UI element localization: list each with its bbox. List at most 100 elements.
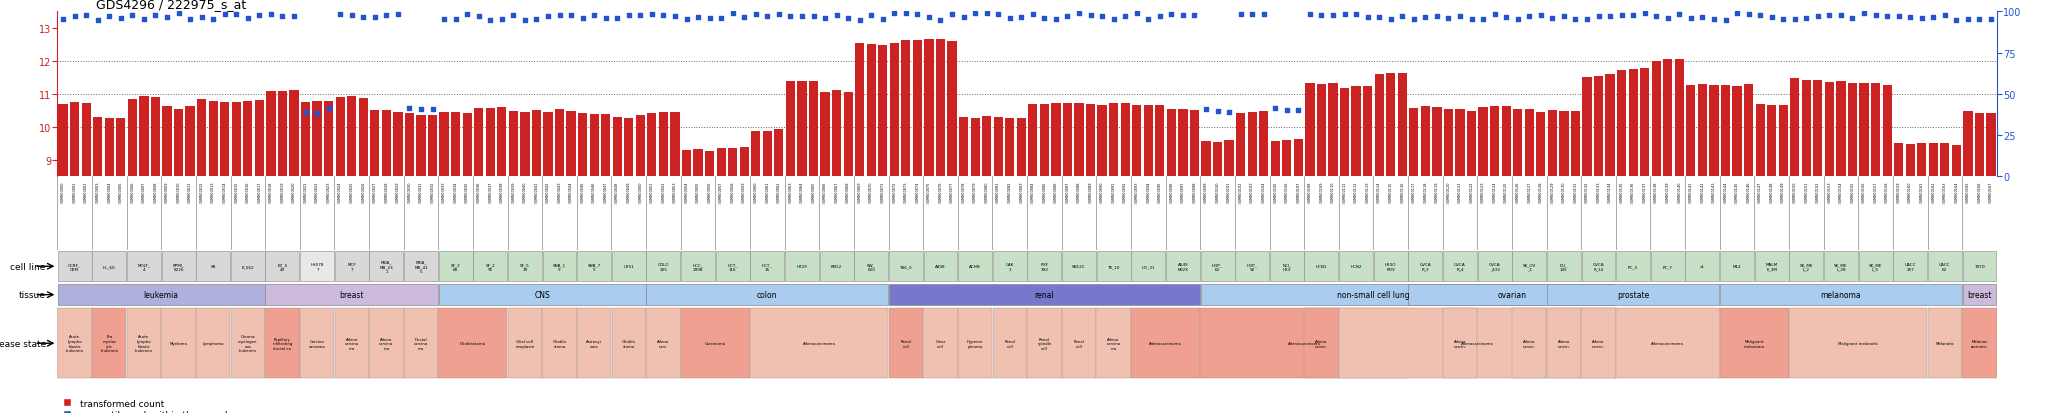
- Bar: [301, 252, 334, 281]
- Text: GSM800045: GSM800045: [582, 180, 584, 202]
- Bar: [578, 114, 588, 177]
- Bar: [231, 102, 242, 177]
- Text: GSM800093: GSM800093: [1135, 180, 1139, 202]
- Text: GSM800150: GSM800150: [1792, 180, 1796, 202]
- Text: GSM800078: GSM800078: [963, 180, 965, 202]
- Point: [739, 12, 772, 18]
- Point: [717, 11, 750, 17]
- Bar: [1616, 252, 1651, 281]
- Bar: [1733, 86, 1741, 177]
- Point: [1489, 15, 1522, 21]
- Bar: [1237, 114, 1245, 177]
- Bar: [346, 97, 356, 177]
- Point: [1929, 12, 1962, 19]
- Text: GSM800157: GSM800157: [1874, 180, 1878, 202]
- Text: Myeloma: Myeloma: [170, 342, 188, 345]
- Text: HCT_
116: HCT_ 116: [727, 262, 737, 271]
- Point: [1006, 15, 1038, 21]
- Point: [866, 16, 899, 23]
- Bar: [762, 132, 772, 177]
- Bar: [428, 116, 436, 177]
- Text: Adeno
carcin.: Adeno carcin.: [1591, 339, 1606, 348]
- Bar: [162, 308, 197, 378]
- Text: GSM800033: GSM800033: [442, 180, 446, 202]
- Bar: [958, 308, 993, 378]
- Bar: [555, 110, 563, 177]
- Bar: [647, 284, 889, 306]
- Point: [1894, 14, 1927, 21]
- Text: GSM800028: GSM800028: [385, 180, 389, 202]
- Bar: [1710, 85, 1718, 177]
- Text: PC_Y: PC_Y: [1663, 265, 1673, 268]
- Text: GSM800022: GSM800022: [315, 180, 319, 202]
- Bar: [1096, 308, 1130, 378]
- Text: GSM800146: GSM800146: [1747, 180, 1751, 202]
- Text: GSM800142: GSM800142: [1700, 180, 1704, 202]
- Text: SF_2
68: SF_2 68: [451, 262, 461, 271]
- Text: GSM800066: GSM800066: [823, 180, 827, 202]
- Bar: [1905, 145, 1915, 177]
- Bar: [1270, 142, 1280, 177]
- Point: [57, 14, 90, 20]
- Bar: [543, 252, 575, 281]
- Bar: [600, 114, 610, 177]
- Text: Adeno
carcin.: Adeno carcin.: [1524, 339, 1536, 348]
- Bar: [647, 114, 657, 177]
- Text: T47D: T47D: [1974, 265, 1985, 268]
- Bar: [403, 252, 438, 281]
- Bar: [1130, 252, 1165, 281]
- Point: [913, 15, 946, 21]
- Bar: [647, 308, 680, 378]
- Point: [590, 16, 623, 22]
- Bar: [244, 102, 252, 177]
- Text: Glial cell
neoplasm: Glial cell neoplasm: [516, 339, 535, 348]
- Bar: [1974, 114, 1985, 177]
- Text: GSM800084: GSM800084: [1030, 180, 1034, 202]
- Text: GSM800081: GSM800081: [995, 180, 999, 202]
- Point: [1040, 16, 1073, 23]
- Text: GSM800009: GSM800009: [166, 180, 170, 202]
- Bar: [82, 104, 90, 177]
- Text: GSM800019: GSM800019: [281, 180, 285, 202]
- Bar: [578, 308, 612, 378]
- Point: [1466, 17, 1499, 24]
- Point: [819, 12, 852, 19]
- Text: GSM800109: GSM800109: [1319, 180, 1323, 202]
- Text: Adeno
carcino
ma: Adeno carcino ma: [379, 337, 393, 350]
- Text: GSM800065: GSM800065: [811, 180, 815, 202]
- Bar: [92, 117, 102, 177]
- Text: prostate: prostate: [1618, 290, 1649, 299]
- Bar: [403, 308, 438, 378]
- Bar: [1559, 112, 1569, 177]
- Bar: [508, 252, 543, 281]
- Text: GSM800162: GSM800162: [1931, 180, 1935, 202]
- Text: GSM800047: GSM800047: [604, 180, 608, 202]
- Point: [1952, 17, 1985, 23]
- Text: Acute
lympho
blastic
leukemia: Acute lympho blastic leukemia: [66, 335, 84, 352]
- Text: OVCA
R_3: OVCA R_3: [1419, 262, 1432, 271]
- Point: [1247, 12, 1280, 18]
- Text: CNS: CNS: [535, 290, 551, 299]
- Point: [1133, 17, 1165, 23]
- Bar: [1745, 84, 1753, 177]
- Point: [625, 13, 657, 20]
- Text: RXF
393: RXF 393: [1040, 262, 1049, 271]
- Text: GSM800023: GSM800023: [326, 180, 330, 202]
- Point: [831, 15, 864, 22]
- Text: GSM800010: GSM800010: [176, 180, 180, 202]
- Bar: [371, 111, 379, 177]
- Bar: [508, 112, 518, 177]
- Text: GSM800164: GSM800164: [1954, 180, 1958, 202]
- Text: leukemia: leukemia: [143, 290, 178, 299]
- Text: SF_2
95: SF_2 95: [485, 262, 496, 271]
- Text: Adeno
carcin.: Adeno carcin.: [1315, 339, 1327, 348]
- Bar: [1546, 284, 1720, 306]
- Text: HCT_
15: HCT_ 15: [762, 262, 772, 271]
- Bar: [520, 112, 530, 177]
- Bar: [1755, 104, 1765, 177]
- Text: K_562: K_562: [242, 265, 254, 268]
- Bar: [1063, 252, 1096, 281]
- Point: [1098, 17, 1130, 23]
- Text: GSM800030: GSM800030: [408, 180, 412, 202]
- Bar: [1939, 144, 1950, 177]
